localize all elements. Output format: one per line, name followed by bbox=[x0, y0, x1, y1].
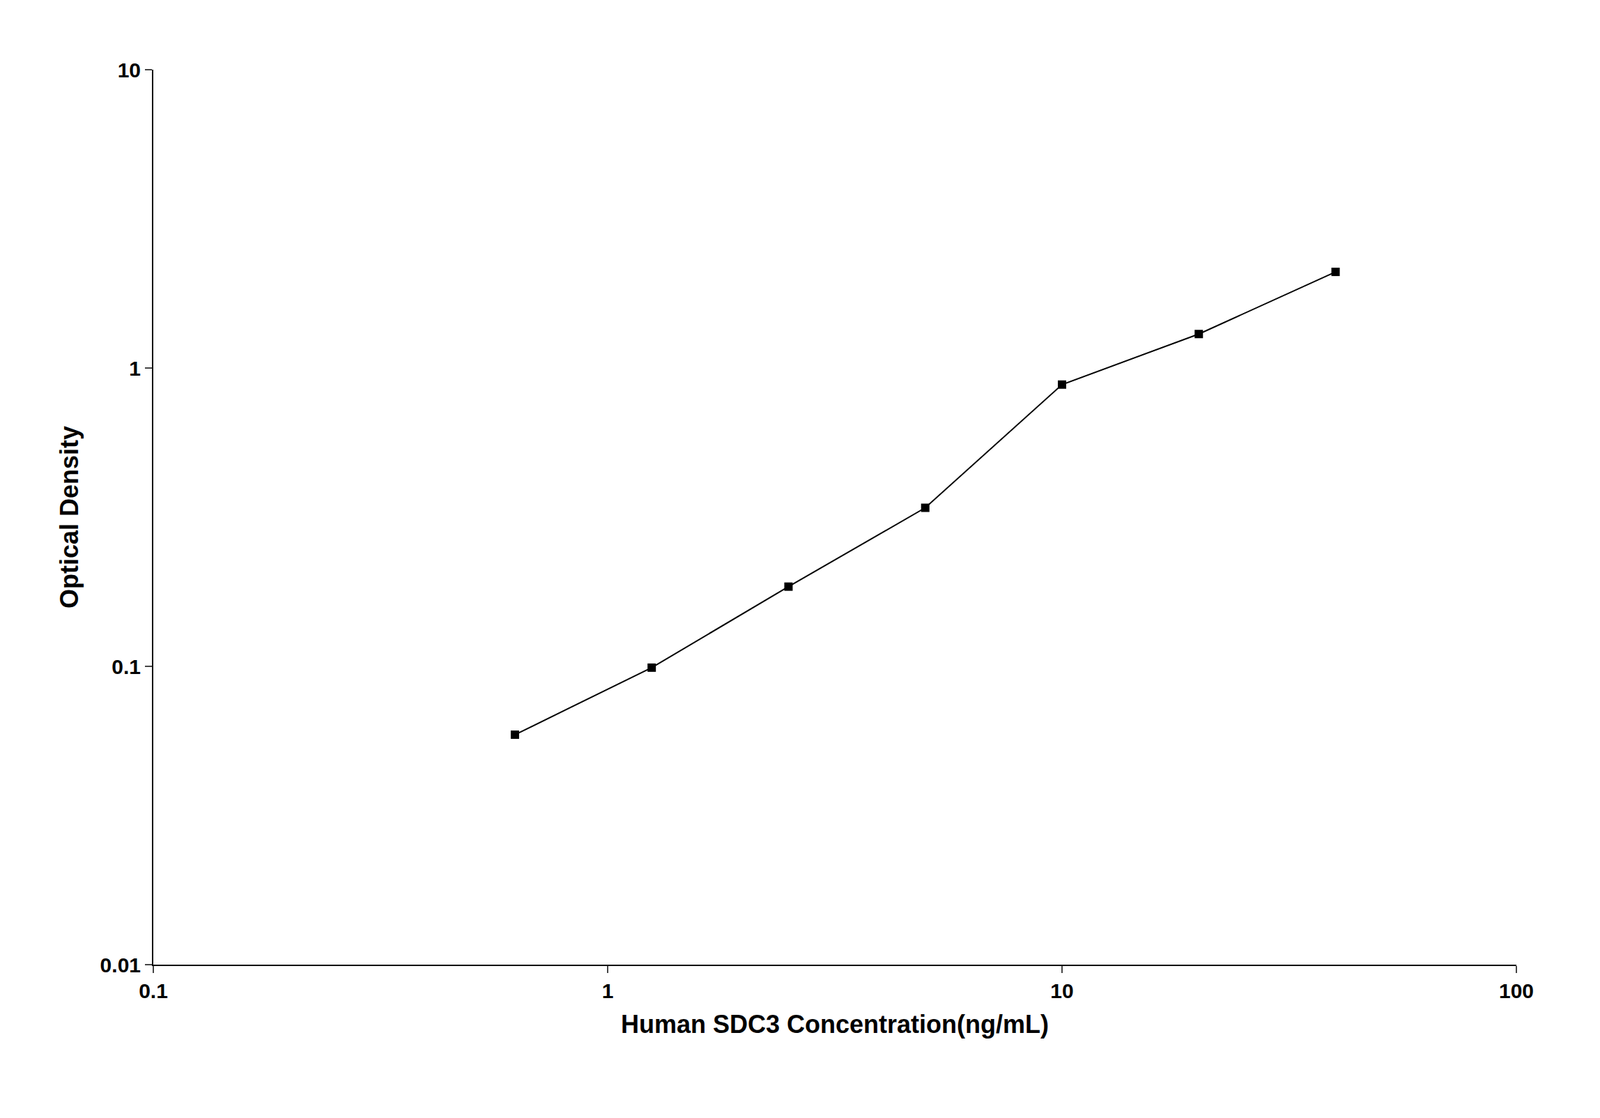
svg-text:0.1: 0.1 bbox=[138, 979, 168, 1003]
svg-text:100: 100 bbox=[1498, 979, 1534, 1003]
svg-text:Optical Density: Optical Density bbox=[55, 425, 84, 609]
svg-text:10: 10 bbox=[1050, 979, 1074, 1003]
svg-text:0.1: 0.1 bbox=[111, 655, 141, 679]
svg-text:1: 1 bbox=[128, 356, 141, 380]
svg-text:10: 10 bbox=[117, 58, 141, 82]
svg-text:0.01: 0.01 bbox=[100, 953, 141, 977]
svg-text:Human SDC3 Concentration(ng/mL: Human SDC3 Concentration(ng/mL) bbox=[620, 1009, 1049, 1039]
svg-text:1: 1 bbox=[602, 979, 614, 1003]
